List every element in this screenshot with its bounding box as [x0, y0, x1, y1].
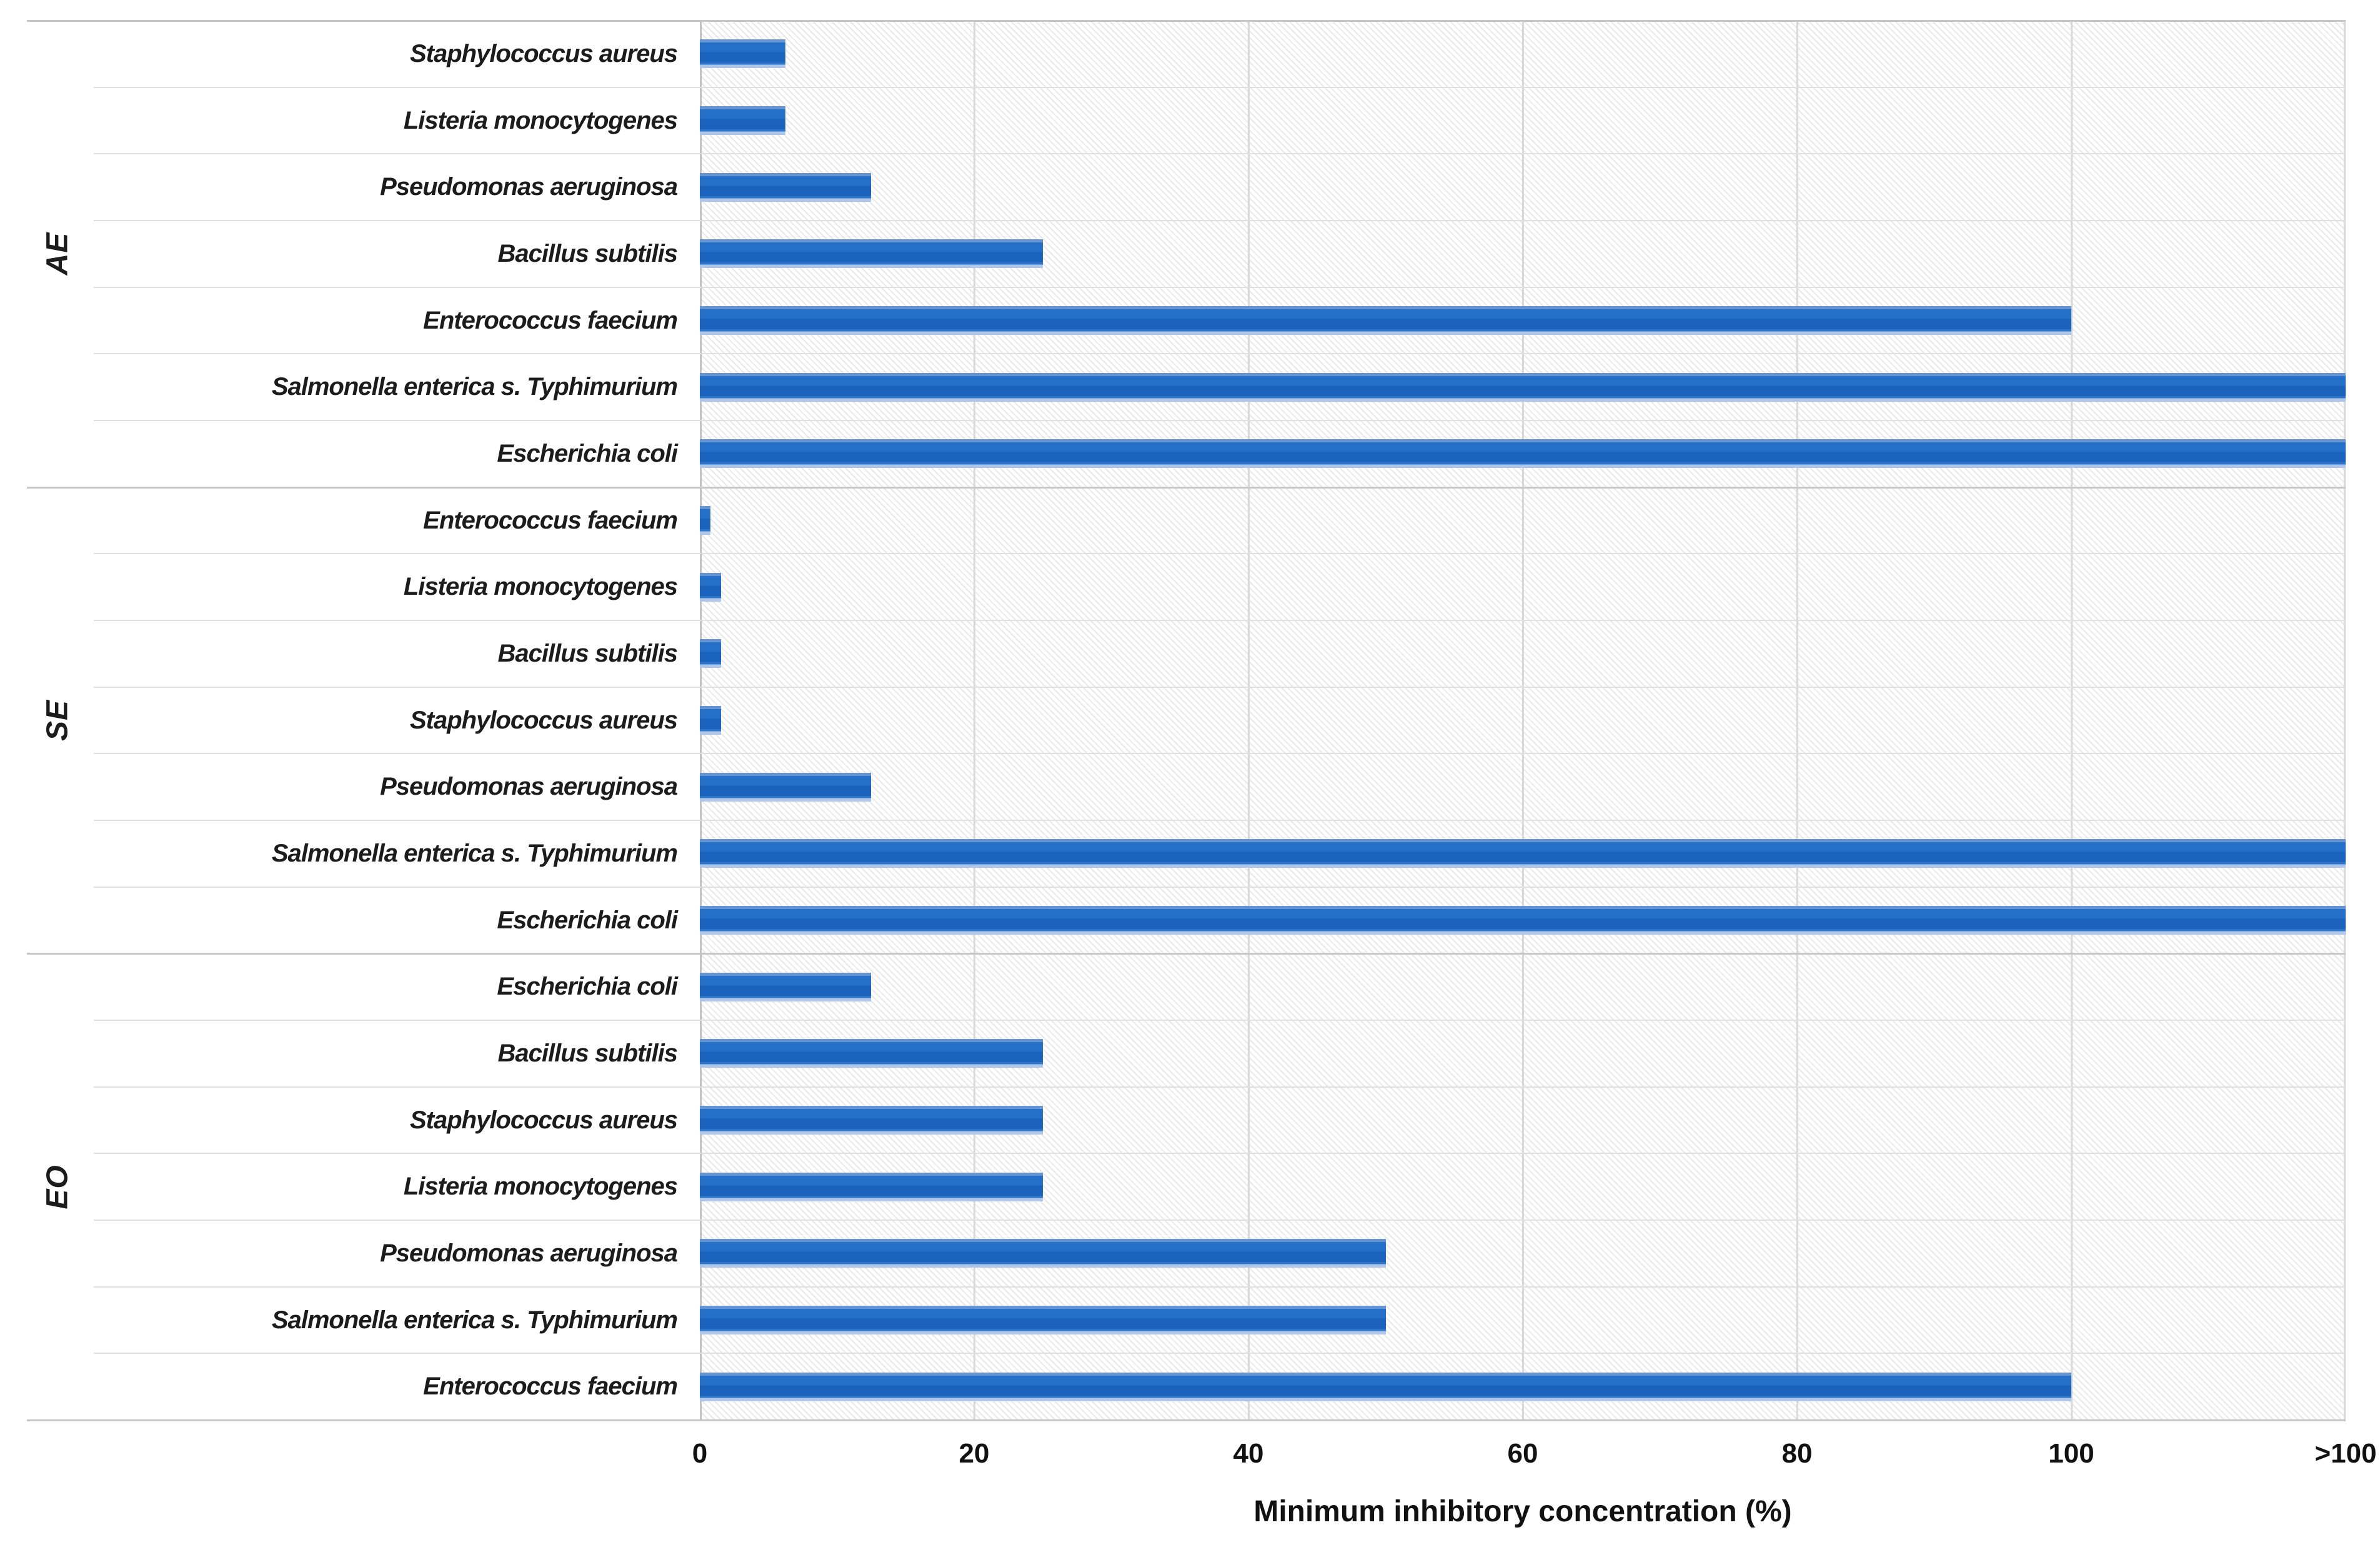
row-separator: [94, 687, 2346, 688]
bar: [700, 506, 710, 535]
row-separator: [94, 1353, 2346, 1354]
row-separator: [94, 553, 2346, 554]
category-label: Escherichia coli: [497, 440, 678, 468]
row-separator: [94, 153, 2346, 154]
row-separator: [94, 820, 2346, 821]
category-label: Listeria monocytogenes: [403, 1173, 678, 1201]
x-tick-label: 100: [2048, 1438, 2094, 1469]
row-separator: [94, 87, 2346, 88]
row-separator: [94, 887, 2346, 888]
bar: [700, 1306, 1386, 1334]
bar: [700, 1173, 1043, 1201]
group-separator: [27, 1419, 2346, 1421]
bar: [700, 239, 1043, 268]
category-label: Pseudomonas aeruginosa: [380, 1239, 678, 1268]
category-label: Bacillus subtilis: [497, 640, 678, 668]
row-separator: [94, 1020, 2346, 1021]
bar: [700, 306, 2071, 335]
category-label: Staphylococcus aureus: [409, 706, 678, 734]
category-label: Enterococcus faecium: [423, 1373, 678, 1401]
row-separator: [94, 1286, 2346, 1288]
bar: [700, 173, 871, 202]
x-axis-title: Minimum inhibitory concentration (%): [1253, 1495, 1792, 1528]
category-label: Salmonella enterica s. Typhimurium: [271, 1306, 678, 1334]
bar: [700, 706, 721, 735]
x-tick-label: 20: [958, 1438, 990, 1469]
vertical-gridline: [1248, 21, 1250, 1420]
bar: [700, 439, 2346, 468]
bar: [700, 39, 785, 68]
row-separator: [94, 420, 2346, 421]
category-label: Pseudomonas aeruginosa: [380, 173, 678, 201]
vertical-gridline: [2071, 21, 2073, 1420]
vertical-gridline: [1796, 21, 1798, 1420]
row-separator: [94, 1086, 2346, 1088]
bar: [700, 773, 871, 802]
category-label: Bacillus subtilis: [497, 240, 678, 267]
category-label: Staphylococcus aureus: [409, 1106, 678, 1134]
vertical-gridline: [973, 21, 975, 1420]
category-label: Escherichia coli: [497, 906, 678, 934]
bar: [700, 106, 785, 135]
bar: [700, 906, 2346, 935]
row-separator: [94, 753, 2346, 754]
bar: [700, 373, 2346, 402]
bar: [700, 1039, 1043, 1068]
category-label: Listeria monocytogenes: [403, 106, 678, 134]
bar: [700, 639, 721, 668]
group-separator: [27, 487, 2346, 489]
category-label: Salmonella enterica s. Typhimurium: [271, 373, 678, 401]
row-separator: [94, 1220, 2346, 1221]
bar: [700, 973, 871, 1001]
x-tick-label: 0: [692, 1438, 708, 1469]
bar: [700, 1373, 2071, 1401]
bar: [700, 1106, 1043, 1135]
x-tick-label: >100: [2314, 1438, 2377, 1469]
row-separator: [94, 287, 2346, 288]
bar: [700, 839, 2346, 868]
group-label: AE: [41, 232, 74, 276]
row-separator: [94, 353, 2346, 354]
row-separator: [94, 1153, 2346, 1154]
x-tick-label: 40: [1233, 1438, 1264, 1469]
category-label: Enterococcus faecium: [423, 306, 678, 334]
group-label: EO: [41, 1165, 74, 1210]
group-separator: [27, 953, 2346, 955]
category-label: Bacillus subtilis: [497, 1040, 678, 1068]
bar: [700, 573, 721, 602]
category-label: Pseudomonas aeruginosa: [380, 773, 678, 801]
row-separator: [94, 620, 2346, 621]
category-label: Staphylococcus aureus: [409, 40, 678, 67]
category-label: Listeria monocytogenes: [403, 573, 678, 601]
x-tick-label: 60: [1507, 1438, 1538, 1469]
vertical-gridline: [1522, 21, 1524, 1420]
category-label: Escherichia coli: [497, 973, 678, 1001]
bar: [700, 1239, 1386, 1268]
group-separator: [27, 20, 2346, 22]
row-separator: [94, 220, 2346, 221]
x-tick-label: 80: [1781, 1438, 1813, 1469]
group-label: SE: [41, 699, 74, 742]
category-label: Salmonella enterica s. Typhimurium: [271, 840, 678, 868]
category-label: Enterococcus faecium: [423, 506, 678, 534]
